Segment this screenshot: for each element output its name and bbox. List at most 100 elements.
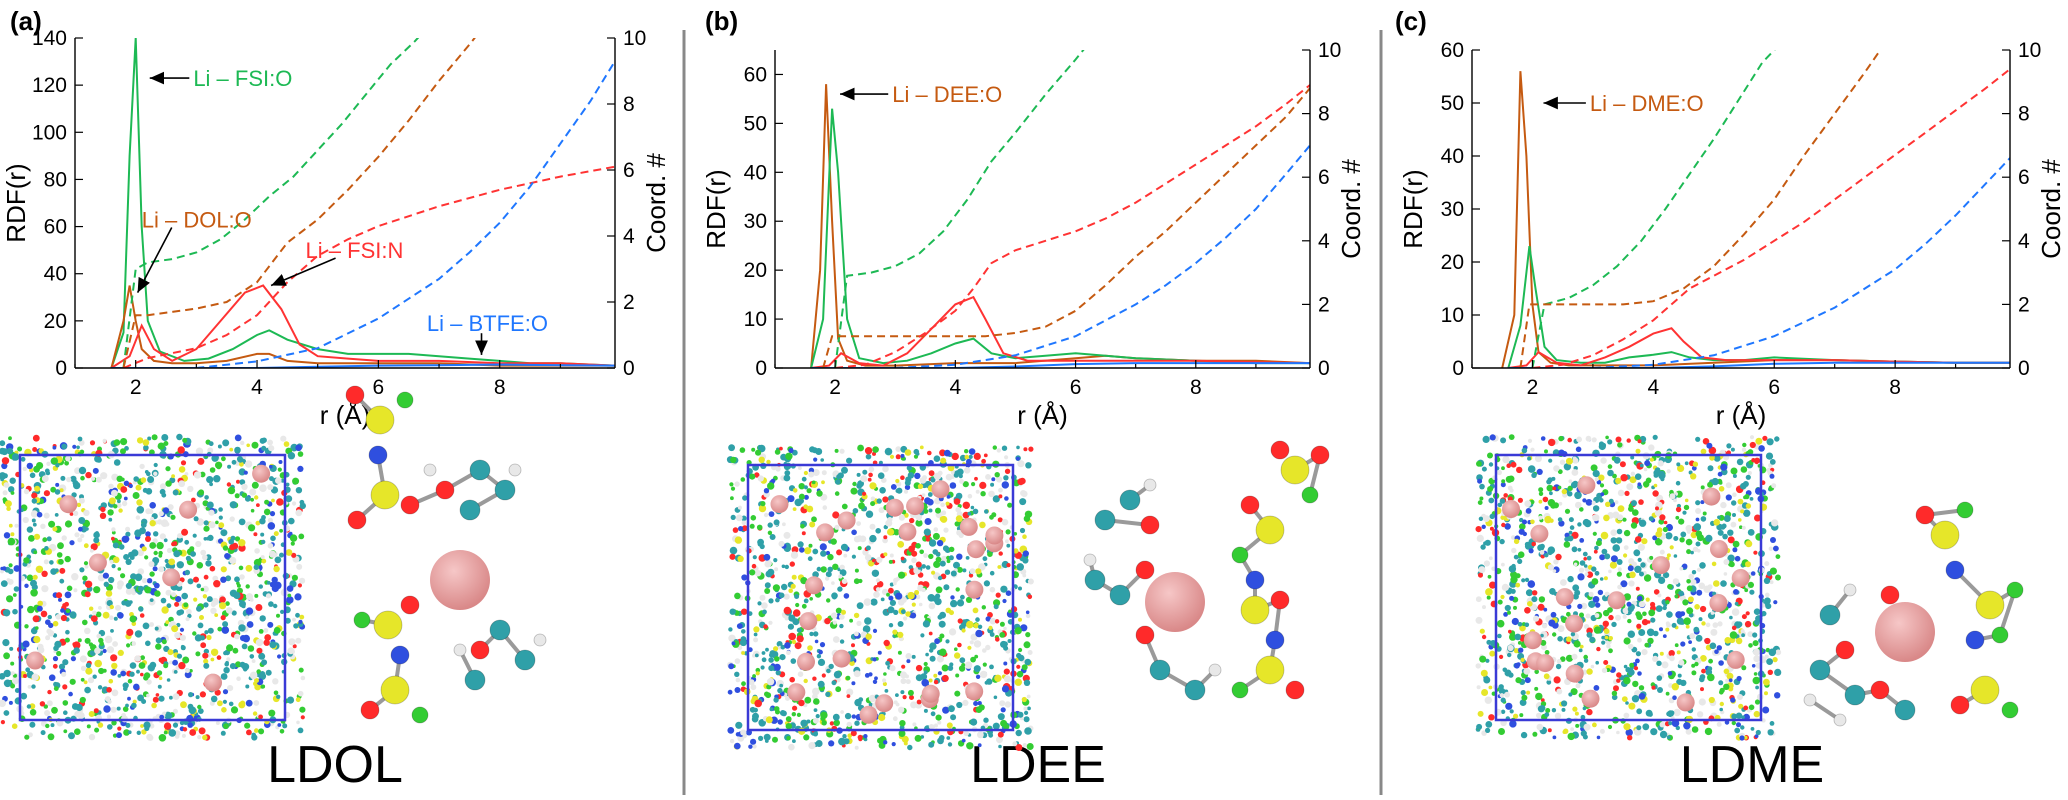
atom <box>883 535 888 540</box>
atom <box>1753 550 1758 555</box>
atom <box>1597 589 1604 596</box>
atom <box>798 699 805 707</box>
atom <box>919 445 924 450</box>
atom <box>267 484 274 491</box>
atom <box>1684 461 1689 466</box>
atom <box>769 707 774 712</box>
atom <box>298 619 303 624</box>
atom <box>928 678 933 683</box>
atom <box>1705 534 1713 543</box>
atom <box>851 681 856 686</box>
li-ion <box>1523 631 1542 650</box>
atom <box>1598 474 1605 481</box>
atom <box>288 517 295 525</box>
atom <box>1546 679 1552 685</box>
atom <box>46 461 51 466</box>
atom <box>768 665 775 672</box>
atom <box>514 649 536 671</box>
atom <box>222 621 229 628</box>
atom <box>1006 563 1011 568</box>
atom <box>871 569 880 577</box>
atom <box>224 553 231 559</box>
atom <box>1514 633 1522 641</box>
atom <box>734 536 743 544</box>
atom <box>77 436 83 442</box>
atom <box>813 457 818 462</box>
atom <box>1693 524 1699 530</box>
atom <box>1956 501 1974 519</box>
x-tick-label: 4 <box>1648 376 1660 399</box>
atom <box>186 608 192 615</box>
annotation-label: Li – DEE:O <box>892 82 1002 107</box>
atom <box>287 452 296 460</box>
atom <box>99 512 107 519</box>
atom <box>803 470 809 476</box>
atom <box>740 477 746 482</box>
atom <box>1024 658 1032 666</box>
atom <box>292 617 296 622</box>
atom <box>1001 445 1008 451</box>
atom <box>69 512 74 516</box>
y-tick-label: 10 <box>1441 304 1464 327</box>
atom <box>882 537 888 544</box>
atom <box>260 532 265 537</box>
atom <box>755 449 762 456</box>
atom <box>856 620 862 627</box>
atom <box>830 612 838 619</box>
atom <box>767 522 773 528</box>
atom <box>1504 604 1511 612</box>
atom <box>767 482 775 490</box>
atom <box>63 729 68 734</box>
atom <box>972 508 979 515</box>
atom <box>752 555 757 560</box>
x-tick-label: 2 <box>829 376 841 399</box>
atom <box>821 480 825 485</box>
atom <box>831 592 838 599</box>
atom <box>104 635 113 644</box>
atom <box>1015 456 1020 461</box>
atom <box>229 556 237 565</box>
atom <box>1603 514 1610 522</box>
atom <box>1616 672 1622 678</box>
atom <box>838 574 843 579</box>
atom <box>851 554 857 559</box>
atom <box>160 597 167 604</box>
atom <box>193 597 198 602</box>
atom <box>889 553 894 558</box>
atom <box>1556 659 1562 664</box>
atom <box>1485 588 1493 596</box>
atom <box>841 503 848 510</box>
atom <box>244 460 253 468</box>
atom <box>286 696 295 704</box>
atom <box>272 678 279 685</box>
atom <box>815 714 820 719</box>
atom <box>53 645 59 652</box>
atom <box>1724 637 1731 644</box>
atom <box>780 453 787 461</box>
atom <box>841 578 848 584</box>
atom <box>1623 723 1631 731</box>
atom <box>1497 633 1502 639</box>
atom <box>1482 605 1486 610</box>
atom <box>864 617 872 625</box>
atom <box>877 650 882 655</box>
atom <box>1000 707 1006 713</box>
atom <box>1527 465 1536 473</box>
atom <box>1747 529 1755 536</box>
atom <box>1662 605 1667 611</box>
atom <box>973 622 979 629</box>
atom <box>757 475 764 482</box>
atom <box>263 639 270 646</box>
atom <box>250 497 255 502</box>
atom <box>1726 443 1732 449</box>
atom <box>1636 623 1642 629</box>
atom <box>120 477 125 482</box>
atom <box>1026 694 1031 699</box>
atom <box>77 638 82 643</box>
atom <box>868 472 873 478</box>
atom <box>1595 660 1599 665</box>
atom <box>829 721 835 726</box>
atom <box>779 654 786 661</box>
atom <box>1652 490 1659 497</box>
atom <box>741 525 748 532</box>
